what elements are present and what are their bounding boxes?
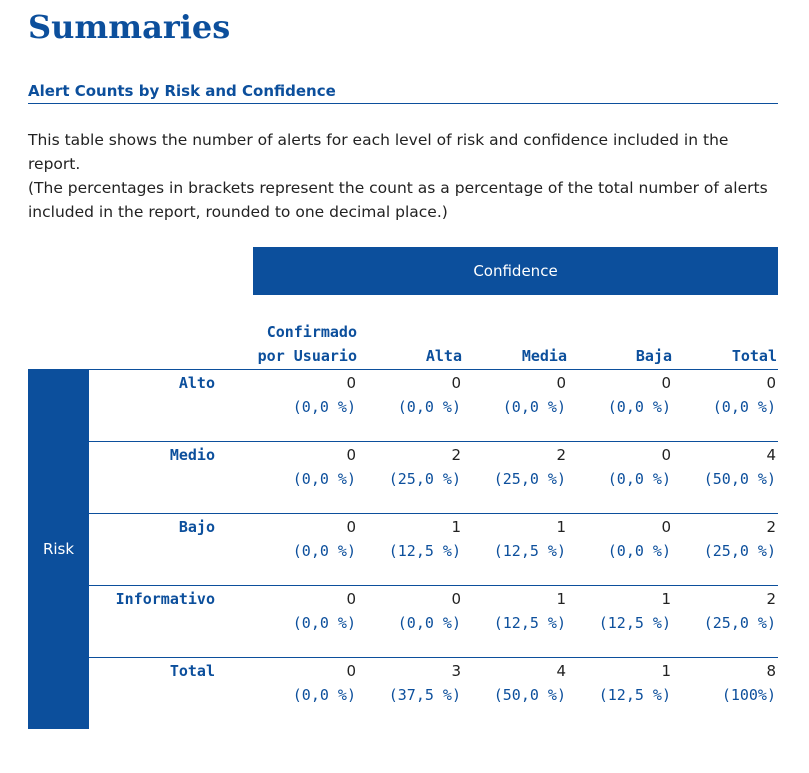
cell-count: 4 bbox=[766, 446, 776, 464]
cell-percent: (0,0 %) bbox=[712, 398, 776, 416]
cell-percent: (0,0 %) bbox=[292, 470, 356, 488]
cell-percent: (25,0 %) bbox=[703, 614, 776, 632]
cell-count: 2 bbox=[556, 446, 566, 464]
cell-count: 2 bbox=[766, 518, 776, 536]
confidence-header: Confidence bbox=[253, 247, 778, 295]
cell-count: 0 bbox=[346, 518, 356, 536]
row-label: Total bbox=[169, 662, 215, 680]
cell-percent: (37,5 %) bbox=[388, 686, 461, 704]
paragraph: (The percentages in brackets represent t… bbox=[28, 179, 768, 221]
cell-count: 4 bbox=[556, 662, 566, 680]
column-header: Media bbox=[521, 347, 567, 365]
cell-percent: (0,0 %) bbox=[292, 614, 356, 632]
page-title: Summaries bbox=[28, 8, 231, 46]
cell-percent: (12,5 %) bbox=[598, 686, 671, 704]
cell-count: 1 bbox=[556, 590, 566, 608]
cell-count: 0 bbox=[346, 446, 356, 464]
cell-count: 3 bbox=[451, 662, 461, 680]
cell-percent: (0,0 %) bbox=[607, 542, 671, 560]
cell-percent: (100%) bbox=[721, 686, 776, 704]
column-header: Alta bbox=[425, 347, 462, 365]
row-label: Bajo bbox=[178, 518, 215, 536]
cell-count: 0 bbox=[661, 518, 671, 536]
column-header: Confirmado por Usuario bbox=[257, 323, 357, 365]
row-label: Informativo bbox=[115, 590, 215, 608]
cell-count: 1 bbox=[451, 518, 461, 536]
row-border bbox=[89, 585, 778, 586]
cell-percent: (25,0 %) bbox=[388, 470, 461, 488]
cell-percent: (12,5 %) bbox=[388, 542, 461, 560]
row-border bbox=[89, 369, 778, 370]
cell-count: 1 bbox=[661, 662, 671, 680]
cell-count: 0 bbox=[661, 446, 671, 464]
cell-percent: (12,5 %) bbox=[598, 614, 671, 632]
cell-percent: (50,0 %) bbox=[703, 470, 776, 488]
row-border bbox=[89, 657, 778, 658]
cell-percent: (0,0 %) bbox=[397, 614, 461, 632]
column-header: Baja bbox=[635, 347, 672, 365]
column-header: Total bbox=[731, 347, 777, 365]
cell-count: 1 bbox=[661, 590, 671, 608]
row-border bbox=[89, 513, 778, 514]
risk-header: Risk bbox=[28, 369, 89, 729]
cell-count: 0 bbox=[346, 662, 356, 680]
cell-percent: (0,0 %) bbox=[292, 686, 356, 704]
cell-percent: (12,5 %) bbox=[493, 542, 566, 560]
row-label: Alto bbox=[178, 374, 215, 392]
cell-percent: (25,0 %) bbox=[703, 542, 776, 560]
row-border bbox=[89, 441, 778, 442]
cell-percent: (0,0 %) bbox=[607, 470, 671, 488]
cell-percent: (0,0 %) bbox=[607, 398, 671, 416]
cell-percent: (12,5 %) bbox=[493, 614, 566, 632]
section-heading: Alert Counts by Risk and Confidence bbox=[28, 82, 778, 104]
cell-count: 8 bbox=[766, 662, 776, 680]
cell-percent: (25,0 %) bbox=[493, 470, 566, 488]
cell-percent: (50,0 %) bbox=[493, 686, 566, 704]
cell-count: 0 bbox=[346, 374, 356, 392]
cell-count: 0 bbox=[661, 374, 671, 392]
cell-count: 0 bbox=[346, 590, 356, 608]
cell-percent: (0,0 %) bbox=[292, 398, 356, 416]
row-label: Medio bbox=[169, 446, 215, 464]
cell-count: 0 bbox=[451, 374, 461, 392]
paragraph: This table shows the number of alerts fo… bbox=[28, 131, 729, 173]
cell-percent: (0,0 %) bbox=[292, 542, 356, 560]
cell-count: 2 bbox=[451, 446, 461, 464]
cell-count: 0 bbox=[451, 590, 461, 608]
cell-percent: (0,0 %) bbox=[502, 398, 566, 416]
cell-count: 0 bbox=[766, 374, 776, 392]
cell-percent: (0,0 %) bbox=[397, 398, 461, 416]
cell-count: 1 bbox=[556, 518, 566, 536]
cell-count: 0 bbox=[556, 374, 566, 392]
cell-count: 2 bbox=[766, 590, 776, 608]
